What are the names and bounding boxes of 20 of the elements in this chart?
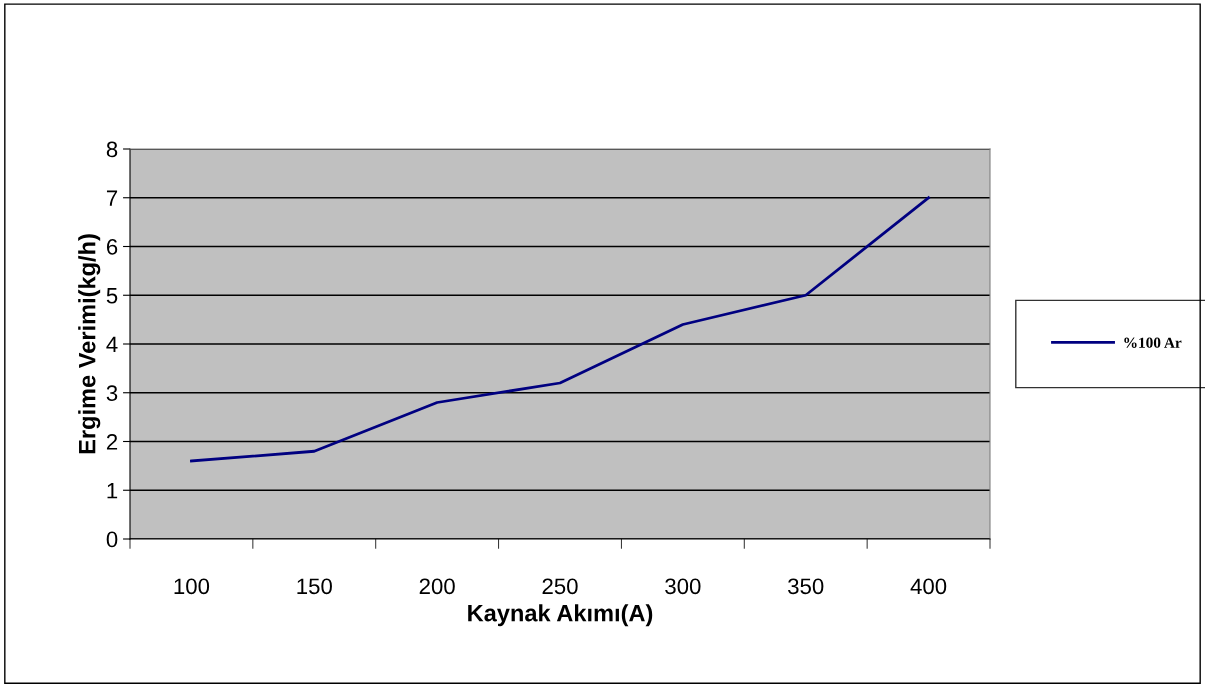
y-axis-title: Ergime Verimi(kg/h) [78, 234, 101, 454]
x-tick-label: 100 [174, 578, 210, 595]
y-tick-label: 2 [106, 434, 118, 450]
x-tick-label: 400 [910, 578, 947, 595]
x-tick-label: 200 [419, 578, 455, 595]
line-series [190, 196, 930, 463]
y-tick-label: 0 [106, 531, 118, 548]
legend-label: %100 Ar [1124, 337, 1182, 348]
x-axis-title: Kaynak Akımı(A) [468, 604, 653, 627]
y-tick-label: 4 [106, 336, 118, 353]
y-tick-label: 5 [106, 288, 118, 304]
x-tick-label: 250 [542, 578, 578, 595]
y-tick-label: 3 [106, 385, 118, 402]
y-tick-label: 8 [106, 141, 118, 158]
x-tick-label: 300 [665, 578, 701, 595]
x-tick-label: 350 [788, 578, 824, 595]
y-tick-label: 1 [107, 483, 118, 499]
y-tick-label: 7 [106, 190, 118, 206]
x-tick-label: 150 [297, 578, 332, 595]
y-tick-label: 6 [106, 239, 118, 255]
